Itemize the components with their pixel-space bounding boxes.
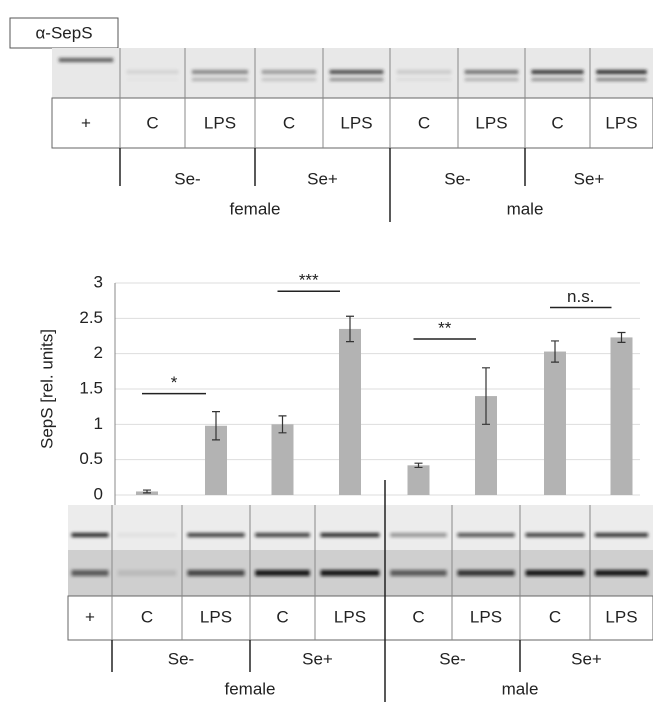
y-tick-label: 1 [94, 414, 103, 433]
band [390, 533, 446, 537]
bar [339, 329, 361, 495]
band [192, 70, 248, 74]
lane-label: LPS [605, 113, 637, 132]
lane-label: C [146, 113, 158, 132]
y-tick-label: 1.5 [79, 378, 103, 397]
lane-label: C [283, 113, 295, 132]
x-tick-label: C [276, 607, 288, 626]
lane-label: + [81, 113, 91, 132]
sex-label: female [224, 679, 275, 698]
band [127, 78, 179, 81]
band [330, 78, 384, 81]
group-label: Se- [439, 649, 465, 668]
band [465, 70, 519, 74]
x-tick-label: LPS [605, 607, 637, 626]
band [397, 70, 451, 74]
sex-label: female [229, 199, 280, 218]
sex-label: male [502, 679, 539, 698]
bottom-blot-1 [68, 505, 653, 550]
band [127, 70, 179, 74]
y-tick-label: 0 [94, 484, 103, 503]
lane-label: C [551, 113, 563, 132]
band [465, 78, 519, 81]
figure: α-SepS SepS [rel. units] + C LPS C LPS C LPS C L… [0, 0, 653, 704]
band [262, 78, 316, 81]
lane-label: C [418, 113, 430, 132]
band [192, 78, 248, 81]
group-label: Se- [168, 649, 194, 668]
y-tick-label: 0.5 [79, 449, 103, 468]
band [118, 570, 177, 576]
band [457, 570, 514, 576]
band [255, 533, 310, 537]
group-label: Se- [444, 169, 470, 188]
x-tick-label: LPS [334, 607, 366, 626]
band [187, 570, 244, 576]
antibody-label: α-SepS [35, 23, 92, 42]
y-tick-label: 3 [94, 272, 103, 291]
band [72, 570, 109, 576]
group-label: Se+ [307, 169, 338, 188]
group-label: Se+ [571, 649, 602, 668]
bar [408, 465, 430, 495]
group-label: Se- [174, 169, 200, 188]
y-tick-label: 2.5 [79, 308, 103, 327]
band [390, 570, 446, 576]
band [72, 533, 109, 537]
band [457, 533, 514, 537]
lane-label: LPS [475, 113, 507, 132]
significance-label: n.s. [567, 287, 594, 306]
x-tick-label: C [549, 607, 561, 626]
band [532, 70, 584, 74]
band [262, 70, 316, 74]
bar [611, 337, 633, 495]
lane-label: LPS [340, 113, 372, 132]
bar [544, 352, 566, 495]
x-tick-label: LPS [200, 607, 232, 626]
band [321, 570, 380, 576]
significance-label: *** [299, 271, 319, 290]
band [526, 533, 585, 537]
sex-label: male [507, 199, 544, 218]
band [596, 70, 646, 74]
band [532, 78, 584, 81]
y-tick-label: 2 [94, 343, 103, 362]
x-tick-label: C [412, 607, 424, 626]
band [321, 533, 380, 537]
bar [272, 424, 294, 495]
band [187, 533, 244, 537]
x-tick-label: C [141, 607, 153, 626]
x-tick-label: LPS [470, 607, 502, 626]
band [255, 570, 310, 576]
band [596, 78, 646, 81]
band [526, 570, 585, 576]
group-label: Se+ [302, 649, 333, 668]
lane-label: LPS [204, 113, 236, 132]
band [59, 58, 113, 62]
band [397, 78, 451, 81]
band [330, 70, 384, 74]
band [595, 533, 648, 537]
group-label: Se+ [574, 169, 605, 188]
band [118, 533, 177, 537]
significance-label: ** [438, 318, 452, 337]
band [595, 570, 648, 576]
significance-label: * [171, 373, 178, 392]
x-tick-label: + [85, 607, 95, 626]
y-axis-label: SepS [rel. units] [37, 329, 56, 449]
